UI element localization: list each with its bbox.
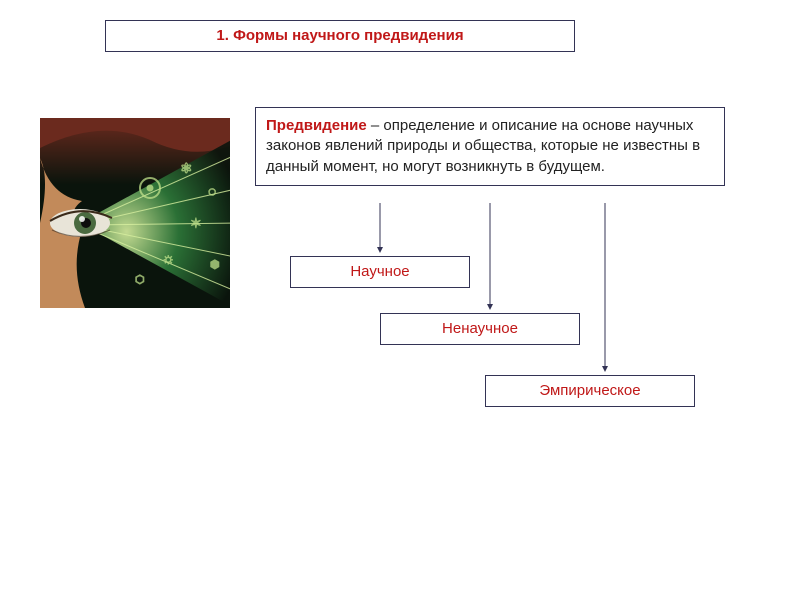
section-title: 1. Формы научного предвидения — [216, 27, 463, 44]
category-label: Ненаучное — [442, 320, 518, 337]
svg-text:⚛: ⚛ — [180, 160, 193, 176]
category-empirical: Эмпирическое — [485, 375, 695, 407]
definition-box: Предвидение – определение и описание на … — [255, 107, 725, 186]
definition-term: Предвидение — [266, 117, 367, 134]
category-nonscientific: Ненаучное — [380, 313, 580, 345]
svg-text:⬢: ⬢ — [210, 259, 220, 271]
eye-rays-icon: ⚛ ✶ ☼ ◌ ⬡ ⬢ — [40, 118, 230, 308]
category-label: Научное — [350, 263, 409, 280]
svg-text:⬡: ⬡ — [135, 274, 145, 286]
category-scientific: Научное — [290, 256, 470, 288]
category-label: Эмпирическое — [539, 382, 640, 399]
svg-text:◌: ◌ — [208, 183, 216, 199]
foresight-illustration: ⚛ ✶ ☼ ◌ ⬡ ⬢ — [40, 118, 230, 308]
svg-text:☼: ☼ — [162, 250, 175, 266]
svg-text:✶: ✶ — [190, 215, 202, 231]
section-title-box: 1. Формы научного предвидения — [105, 20, 575, 52]
